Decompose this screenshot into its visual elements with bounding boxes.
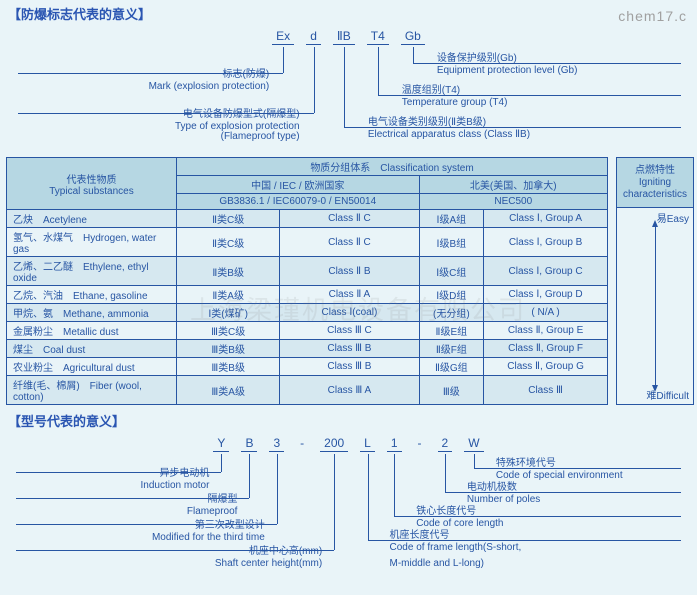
- annotation-label: 温度组别(T4)Temperature group (T4): [402, 85, 508, 109]
- annotation-label: 异步电动机Induction motor: [141, 468, 210, 492]
- explosion-mark-diagram: ExdⅡBT4Gb 标志(防爆)Mark (explosion protecti…: [8, 25, 689, 155]
- table-row: 乙炔 Acetylene Ⅱ类C级Class Ⅱ CⅠ级A组Class Ⅰ, G…: [7, 210, 608, 228]
- classification-table-wrap: 代表性物质Typical substances 物质分组体系 Classific…: [6, 157, 691, 405]
- annotation-label: 电动机极数Number of poles: [467, 482, 540, 506]
- annotation-label: 设备保护级别(Gb)Equipment protection level (Gb…: [437, 53, 578, 77]
- table-row: 煤尘 Coal dust Ⅲ类B级Class Ⅲ BⅡ级F组Class Ⅱ, G…: [7, 340, 608, 358]
- table-row: 氢气、水煤气 Hydrogen, water gas Ⅱ类C级Class Ⅱ C…: [7, 228, 608, 257]
- annotation-label: 特殊环境代号Code of special environment: [496, 458, 623, 482]
- annotation-label: 电气设备防爆型式(隔爆型)Type of explosion protectio…: [175, 109, 300, 133]
- annotation-label: 铁心长度代号Code of core length: [416, 506, 503, 530]
- classification-table: 代表性物质Typical substances 物质分组体系 Classific…: [6, 157, 608, 405]
- annotation-label: 机座中心高(mm)Shaft center height(mm): [215, 546, 322, 570]
- section1-title: 防爆标志代表的意义: [0, 0, 697, 25]
- model-code-diagram: YB3-200L1-2W 异步电动机Induction motor隔爆型Flam…: [8, 432, 689, 582]
- annotation-label: 隔爆型Flameproof: [187, 494, 238, 518]
- annotation-label: 机座长度代号Code of frame length(S-short,: [390, 530, 522, 554]
- annotation-label: 标志(防爆)Mark (explosion protection): [149, 69, 270, 93]
- table-row: 乙烯、二乙醚 Ethylene, ethyl oxide Ⅱ类B级Class Ⅱ…: [7, 257, 608, 286]
- igniting-head-cn: 点燃特性: [635, 165, 675, 177]
- table-row: 乙烷、汽油 Ethane, gasoline Ⅱ类A级Class Ⅱ AⅠ级D组…: [7, 286, 608, 304]
- igniting-column: 点燃特性 Igniting characteristics 易Easy 难Dif…: [616, 157, 694, 405]
- igniting-arrow: [655, 226, 656, 386]
- table-row: 甲烷、氨 Methane, ammonia Ⅰ类(煤矿)Class Ⅰ(coal…: [7, 304, 608, 322]
- annotation-label: 第三次改型设计Modified for the third time: [152, 520, 265, 544]
- annotation-label: M-middle and L-long): [390, 558, 485, 570]
- table-row: 农业粉尘 Agricultural dust Ⅲ类B级Class Ⅲ BⅡ级G组…: [7, 358, 608, 376]
- igniting-head-en1: Igniting: [639, 177, 671, 189]
- igniting-head-en2: characteristics: [623, 189, 687, 201]
- igniting-hard: 难Difficult: [617, 387, 689, 402]
- site-watermark: chem17.c: [618, 8, 687, 24]
- annotation-label: (Flameproof type): [221, 131, 300, 143]
- table-row: 纤维(毛、棉屑) Fiber (wool, cotton) Ⅲ类A级Class …: [7, 376, 608, 405]
- table-row: 金属粉尘 Metallic dust Ⅲ类C级Class Ⅲ CⅡ级E组Clas…: [7, 322, 608, 340]
- section2-title: 型号代表的意义: [0, 407, 697, 432]
- annotation-label: 电气设备类别级别(Ⅱ类B级)Electrical apparatus class…: [368, 117, 530, 141]
